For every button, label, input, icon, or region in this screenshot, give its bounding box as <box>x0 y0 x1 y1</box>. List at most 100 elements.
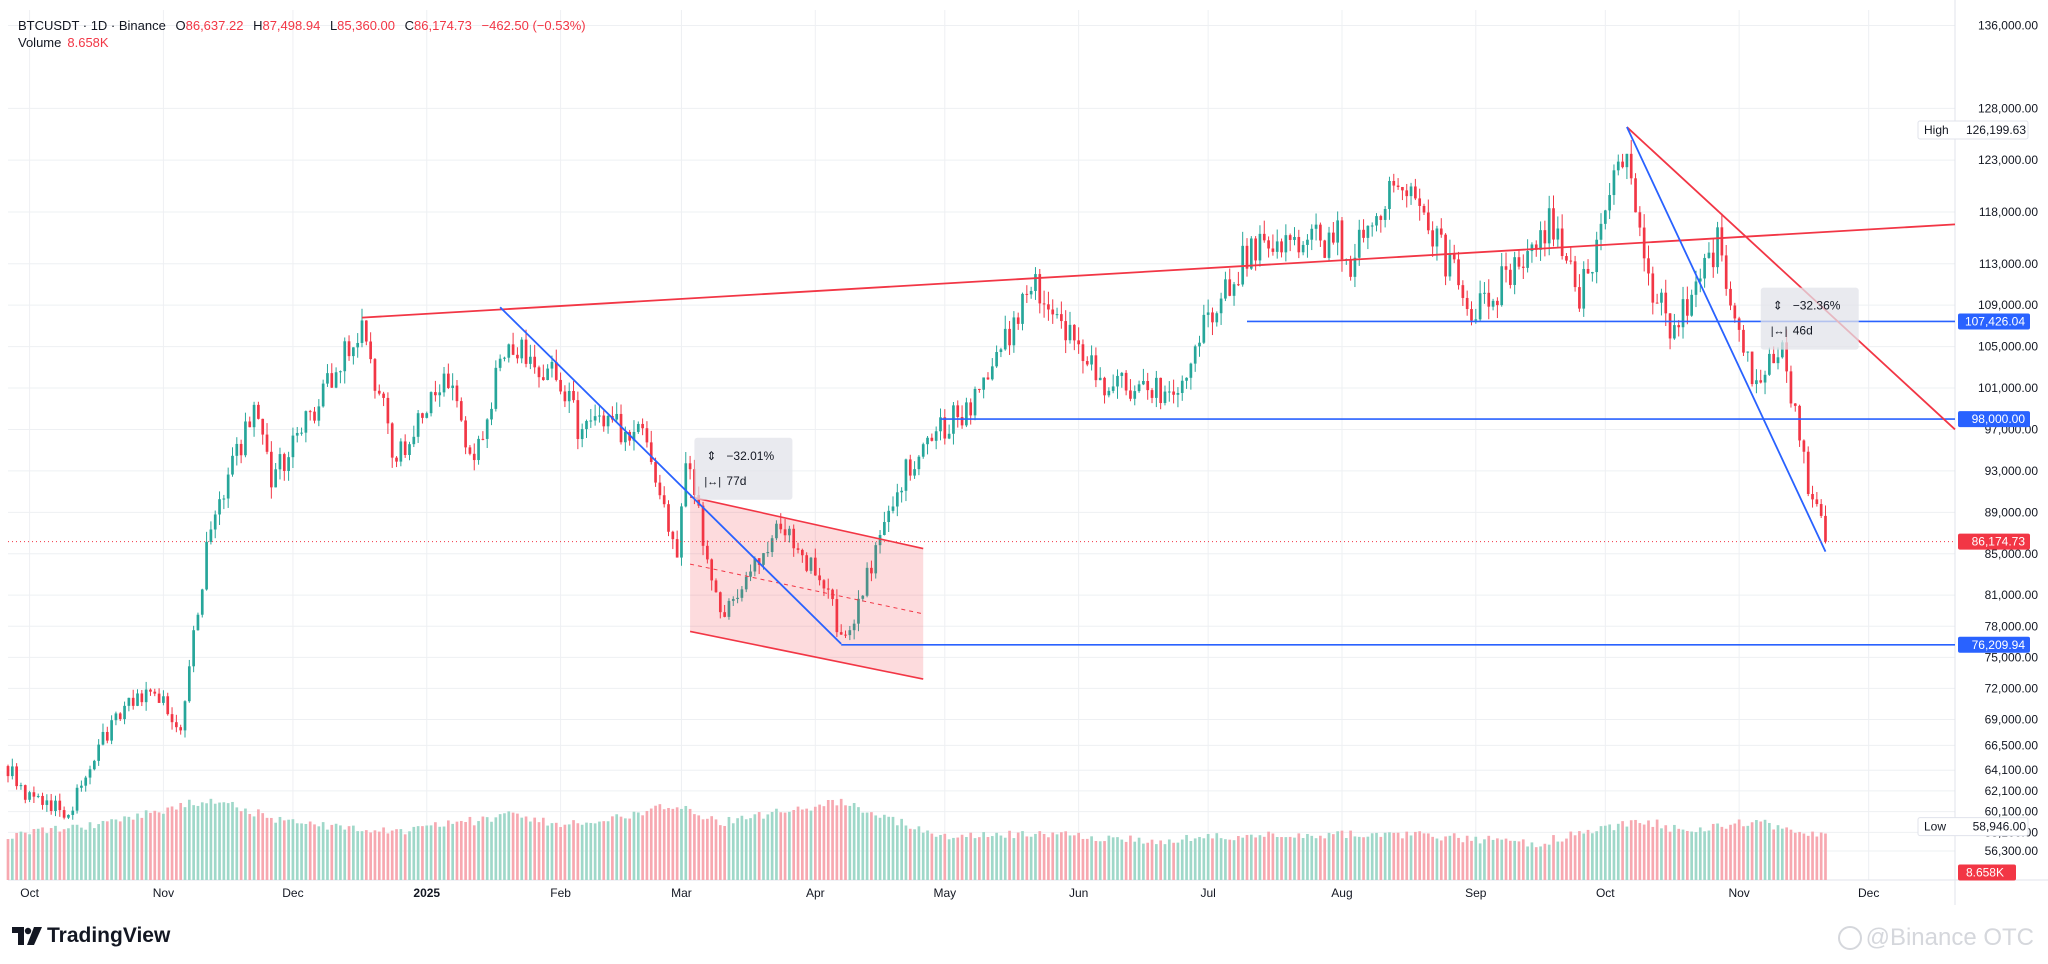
volume-bar <box>434 822 437 880</box>
time-tick-label: Aug <box>1331 886 1352 900</box>
candle-body <box>1237 284 1240 286</box>
candle-body <box>1284 235 1288 253</box>
candle-body <box>1638 212 1642 228</box>
candle-body <box>468 447 472 454</box>
candle-body <box>598 415 601 417</box>
candle-body <box>714 580 718 593</box>
volume-bar <box>662 809 666 880</box>
high-value: 126,199.63 <box>1966 123 2026 137</box>
volume-bar <box>222 802 226 880</box>
low-value: 85,360.00 <box>337 18 396 33</box>
volume-bar <box>965 836 968 880</box>
marker-bg <box>1917 120 2029 140</box>
volume-bar <box>947 839 951 880</box>
volume-label[interactable]: Volume <box>18 35 62 50</box>
candle-body <box>1167 391 1171 393</box>
candle-body <box>1137 384 1141 392</box>
candle-body <box>982 377 985 390</box>
volume-bar <box>127 816 131 880</box>
volume-bar <box>1366 836 1370 880</box>
candle-body <box>1185 377 1188 381</box>
symbol-label[interactable]: BTCUSDT · 1D · Binance <box>18 18 166 33</box>
volume-bar <box>990 836 994 880</box>
volume-bar <box>1733 823 1737 880</box>
candle-body <box>1664 292 1668 314</box>
volume-bar <box>1038 831 1042 880</box>
volume-bar <box>36 828 40 880</box>
candle-body <box>1556 228 1560 240</box>
volume-bar <box>270 817 273 880</box>
volume-bar <box>498 814 502 880</box>
time-tick-label: Nov <box>1728 886 1749 900</box>
volume-bar <box>1526 846 1529 880</box>
tradingview-logo[interactable]: TradingView <box>12 924 170 948</box>
volume-bar <box>67 828 70 880</box>
candle-body <box>1668 313 1672 339</box>
candle-body <box>1180 380 1184 393</box>
volume-bar <box>80 827 83 880</box>
measure-days: 77d <box>726 474 746 488</box>
candle-body <box>1414 186 1417 199</box>
candle-body <box>606 415 610 427</box>
candle-body <box>157 693 161 703</box>
candle-body <box>861 595 865 599</box>
volume-bar <box>1379 836 1383 880</box>
candle-body <box>641 423 644 429</box>
volume-bar <box>425 825 429 880</box>
volume-bar <box>278 816 282 880</box>
candle-body <box>1470 309 1473 321</box>
volume-bar <box>1349 830 1352 880</box>
candle-body <box>1042 303 1046 305</box>
candle-body <box>485 419 489 439</box>
volume-bar <box>1340 830 1344 880</box>
volume-bar <box>1465 835 1469 880</box>
volume-bar <box>835 805 839 880</box>
volume-bar <box>1383 832 1387 880</box>
candle-body <box>1401 187 1404 191</box>
candle-body <box>895 492 899 507</box>
volume-bar <box>1405 831 1409 880</box>
volume-bar <box>1163 844 1167 880</box>
volume-bar <box>857 807 860 880</box>
volume-bar <box>766 814 770 880</box>
volume-bar <box>1224 839 1227 880</box>
candle-body <box>529 356 532 364</box>
volume-bar <box>170 806 174 880</box>
candle-body <box>813 557 817 576</box>
candle-body <box>1733 305 1737 319</box>
candle-body <box>1366 225 1370 238</box>
candle-body <box>770 538 774 553</box>
volume-bar <box>472 825 476 880</box>
candle-body <box>1711 252 1715 268</box>
candle-body <box>421 413 424 418</box>
candle-body <box>1081 344 1085 362</box>
candle-body <box>377 390 381 394</box>
volume-bar <box>1552 835 1555 880</box>
volume-bar <box>1047 837 1050 880</box>
volume-bar <box>1155 844 1158 880</box>
volume-bar <box>723 825 726 880</box>
candle-body <box>546 368 549 380</box>
candle-body <box>1150 390 1154 398</box>
current-price-label: 86,174.73 <box>1972 535 2026 549</box>
candle-body <box>71 810 75 815</box>
candle-body <box>1811 493 1814 500</box>
volume-bar <box>373 830 377 880</box>
candle-body <box>1370 225 1374 227</box>
candle-body <box>248 421 252 428</box>
volume-bar <box>1478 843 1482 880</box>
candle-body <box>852 623 856 631</box>
candle-body <box>934 431 938 441</box>
volume-bar <box>1629 820 1633 880</box>
volume-bar <box>1694 832 1698 880</box>
candle-body <box>520 339 524 359</box>
price-tick-label: 72,000.00 <box>1985 681 2039 695</box>
candle-body <box>257 404 260 419</box>
candle-body <box>1068 324 1072 341</box>
volume-bar <box>62 829 66 880</box>
candle-body <box>874 545 878 574</box>
candle-body <box>926 437 929 445</box>
candle-body <box>1064 321 1068 341</box>
volume-bar <box>1392 832 1396 880</box>
